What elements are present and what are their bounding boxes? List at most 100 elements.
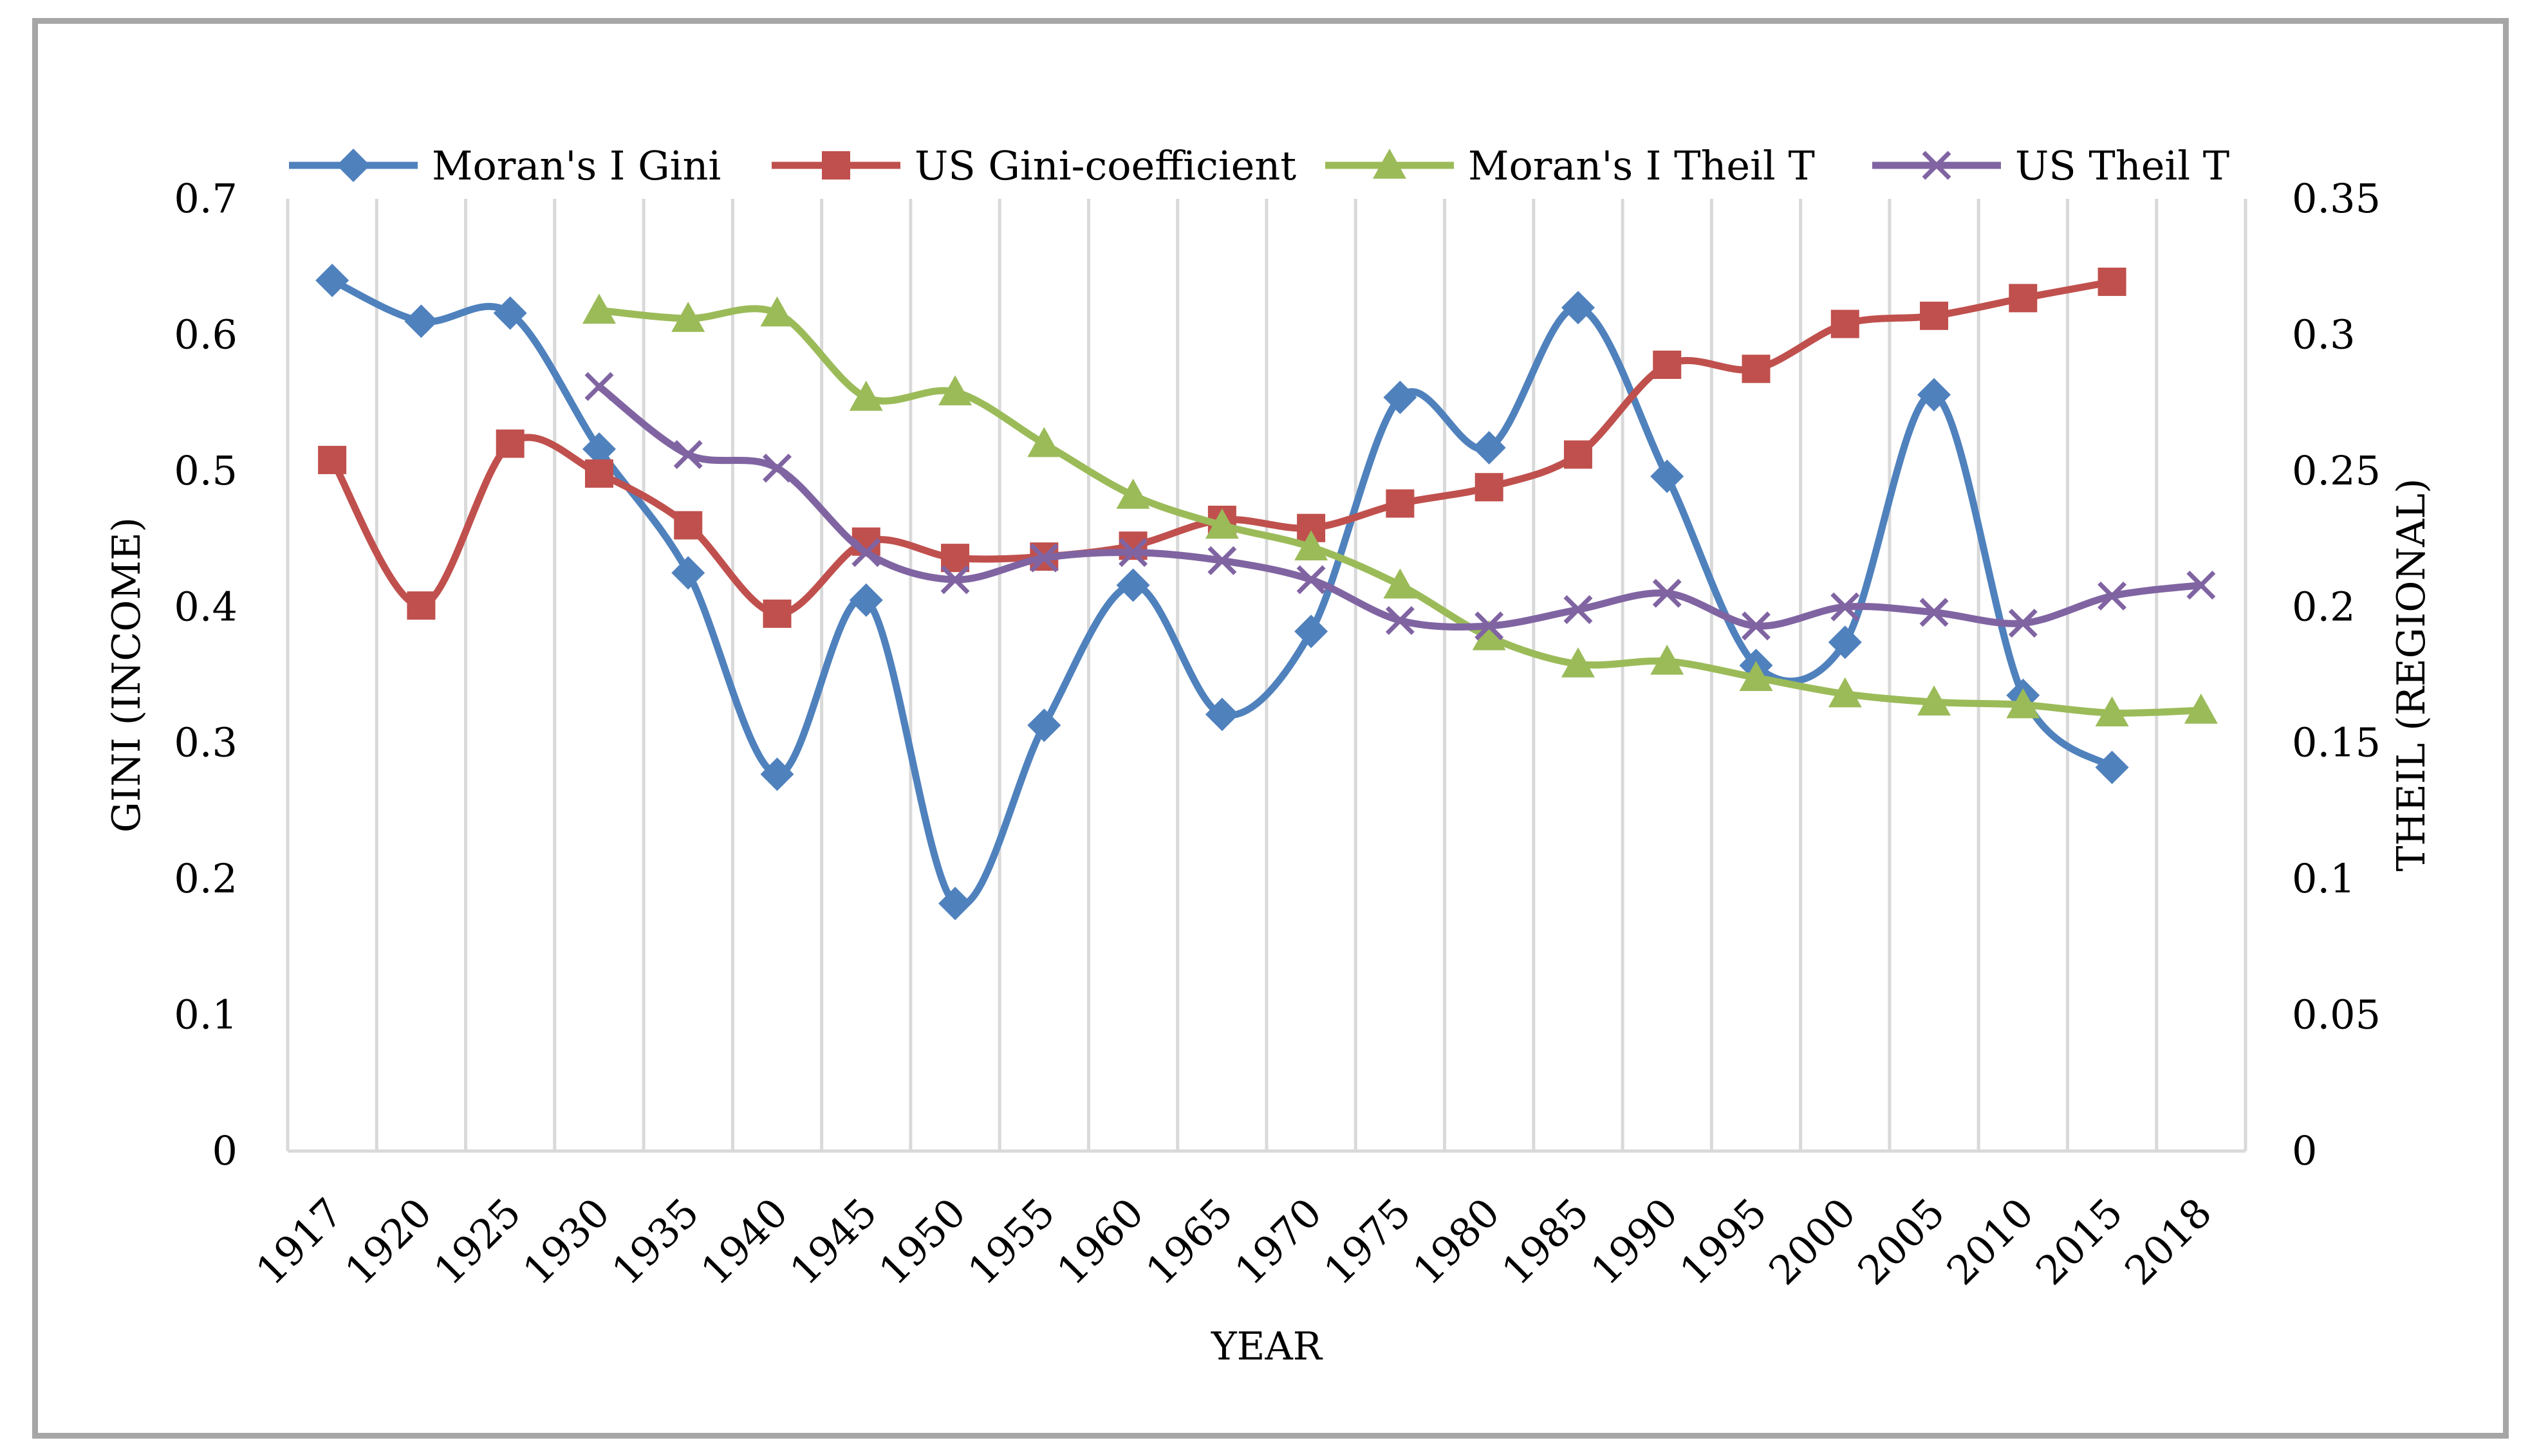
y2-tick-label: 0.25	[2292, 447, 2381, 494]
legend-marker	[337, 149, 370, 182]
series-us-gini-coefficient	[318, 267, 2126, 628]
y-tick-label: 0.2	[174, 855, 237, 902]
x-tick-label: 2015	[2027, 1189, 2132, 1294]
data-point-us-theil-t	[1385, 605, 1415, 635]
data-point-moran-s-i-gini	[315, 263, 349, 297]
y2-tick-label: 0.15	[2292, 719, 2381, 766]
y-axis-title: GINI (INCOME)	[104, 517, 149, 833]
data-point-us-theil-t	[940, 565, 970, 594]
legend-label: Moran's I Theil T	[1468, 142, 1815, 189]
data-point-moran-s-i-gini	[1294, 614, 1328, 649]
data-point-moran-s-i-gini	[493, 296, 527, 330]
data-point-moran-s-i-theil-t	[1294, 530, 1328, 561]
x-tick-label: 1917	[247, 1189, 352, 1294]
data-point-us-theil-t	[763, 454, 792, 483]
data-point-moran-s-i-gini	[1027, 708, 1061, 742]
data-point-us-gini-coefficient	[1653, 350, 1682, 379]
data-point-moran-s-i-gini	[582, 432, 616, 466]
series-line-us-gini-coefficient	[328, 278, 2116, 618]
data-point-us-gini-coefficient	[1386, 489, 1415, 518]
y-tick-label: 0.5	[174, 447, 237, 494]
data-point-us-theil-t	[1563, 595, 1593, 624]
x-tick-label: 1940	[692, 1189, 797, 1294]
data-point-moran-s-i-gini	[404, 304, 438, 338]
x-tick-label: 2018	[2116, 1189, 2220, 1294]
data-point-us-theil-t	[1207, 546, 1237, 575]
data-point-us-theil-t	[1029, 543, 1059, 573]
data-point-us-theil-t	[2186, 570, 2216, 600]
data-point-moran-s-i-theil-t	[1650, 644, 1684, 675]
y2-axis-title: THEIL (REGIONAL)	[2389, 478, 2434, 871]
data-point-moran-s-i-gini	[760, 757, 794, 791]
data-point-moran-s-i-gini	[1650, 459, 1684, 493]
data-point-moran-s-i-theil-t	[760, 296, 794, 327]
x-tick-label: 1960	[1048, 1189, 1153, 1294]
series-moran-s-i-theil-t	[582, 293, 2218, 726]
x-tick-label: 1935	[603, 1189, 708, 1294]
y-tick-label: 0.6	[174, 311, 237, 358]
x-tick-label: 1985	[1493, 1189, 1597, 1294]
data-point-us-theil-t	[1474, 611, 1504, 641]
legend-label: US Theil T	[2015, 142, 2229, 189]
gridlines	[286, 199, 2247, 1151]
data-point-moran-s-i-gini	[849, 583, 883, 617]
x-tick-label: 1990	[1582, 1189, 1687, 1294]
series-us-theil-t	[584, 372, 2216, 641]
y2-tick-label: 0	[2292, 1127, 2317, 1174]
data-point-us-theil-t	[584, 372, 614, 401]
data-point-moran-s-i-gini	[1116, 568, 1150, 602]
legend-item-us-gini-coefficient: US Gini-coefficient	[772, 142, 1296, 189]
line-chart: 0 0.1 0.2 0.3 0.4 0.5 0.6 0.7 0 0.05 0.1 0.15 0.2 0.2…	[104, 142, 2434, 1369]
data-point-moran-s-i-gini	[1205, 697, 1239, 732]
legend-marker	[1373, 149, 1406, 179]
y2-tick-label: 0.35	[2292, 175, 2381, 222]
legend-label: US Gini-coefficient	[915, 142, 1296, 189]
x-tick-label: 1930	[514, 1189, 618, 1294]
data-point-moran-s-i-gini	[1472, 430, 1506, 465]
data-point-us-gini-coefficient	[1563, 440, 1592, 469]
y2-tick-label: 0.3	[2292, 311, 2356, 358]
data-point-moran-s-i-theil-t	[1739, 661, 1773, 692]
data-point-us-theil-t	[1742, 611, 1771, 641]
legend-item-us-theil-t: US Theil T	[1872, 142, 2229, 189]
legend-marker	[1922, 151, 1951, 180]
x-tick-label: 1995	[1671, 1189, 1776, 1294]
x-tick-label: 1980	[1404, 1189, 1509, 1294]
y-tick-label: 0	[212, 1127, 237, 1174]
y2-tick-label: 0.1	[2292, 855, 2356, 902]
x-tick-label: 1965	[1137, 1189, 1242, 1294]
y2-tick-label: 0.05	[2292, 991, 2381, 1038]
data-point-moran-s-i-theil-t	[1027, 427, 1061, 457]
y2-tick-label: 0.2	[2292, 583, 2356, 630]
data-point-us-gini-coefficient	[2097, 267, 2126, 296]
x-tick-label: 1945	[781, 1189, 886, 1294]
data-point-moran-s-i-gini	[1383, 380, 1417, 414]
chart-frame: 0 0.1 0.2 0.3 0.4 0.5 0.6 0.7 0 0.05 0.1 0.15 0.2 0.2…	[32, 18, 2509, 1439]
y-tick-label: 0.4	[174, 583, 237, 630]
legend-item-moran-s-i-gini: Moran's I Gini	[289, 142, 721, 189]
x-tick-label: 2005	[1848, 1189, 1953, 1294]
series-lines	[315, 263, 2218, 921]
data-point-moran-s-i-theil-t	[2006, 688, 2040, 719]
data-point-moran-s-i-theil-t	[671, 302, 705, 332]
data-point-moran-s-i-theil-t	[582, 293, 616, 324]
data-point-us-theil-t	[1119, 538, 1148, 567]
data-point-us-theil-t	[851, 538, 881, 567]
data-point-us-theil-t	[2097, 581, 2127, 611]
data-point-us-gini-coefficient	[407, 591, 436, 620]
data-point-us-theil-t	[1919, 598, 1949, 627]
data-point-moran-s-i-theil-t	[849, 380, 883, 411]
y-tick-label: 0.3	[174, 719, 237, 766]
data-point-us-gini-coefficient	[584, 459, 613, 488]
y-tick-label: 0.1	[174, 991, 237, 1038]
data-point-moran-s-i-gini	[1561, 291, 1595, 325]
data-point-moran-s-i-theil-t	[1383, 568, 1417, 599]
data-point-us-theil-t	[2008, 609, 2038, 638]
x-tick-label: 2000	[1760, 1189, 1865, 1294]
legend-item-moran-s-i-theil-t: Moran's I Theil T	[1325, 142, 1815, 189]
data-point-moran-s-i-theil-t	[2095, 696, 2129, 726]
data-point-us-theil-t	[1652, 578, 1682, 608]
data-point-us-gini-coefficient	[1920, 301, 1949, 330]
data-point-moran-s-i-theil-t	[1561, 647, 1595, 677]
series-line-moran-s-i-gini	[328, 277, 2116, 909]
